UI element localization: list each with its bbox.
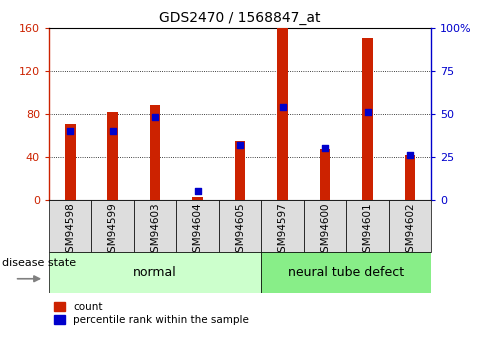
Point xyxy=(321,146,329,151)
Text: GSM94601: GSM94601 xyxy=(363,203,372,259)
Text: GSM94598: GSM94598 xyxy=(65,203,75,259)
Point xyxy=(364,109,371,115)
FancyBboxPatch shape xyxy=(49,252,261,293)
Bar xyxy=(107,112,118,200)
Text: GSM94597: GSM94597 xyxy=(277,203,288,259)
Text: GSM94600: GSM94600 xyxy=(320,203,330,259)
FancyBboxPatch shape xyxy=(49,200,92,252)
Bar xyxy=(319,149,330,200)
Bar xyxy=(362,38,373,200)
FancyBboxPatch shape xyxy=(261,200,304,252)
Bar xyxy=(150,105,161,200)
Point xyxy=(406,152,414,158)
FancyBboxPatch shape xyxy=(176,200,219,252)
FancyBboxPatch shape xyxy=(134,200,176,252)
Point xyxy=(279,104,287,110)
Text: GSM94599: GSM94599 xyxy=(108,203,118,259)
Text: GSM94605: GSM94605 xyxy=(235,203,245,259)
Text: disease state: disease state xyxy=(2,258,76,268)
FancyBboxPatch shape xyxy=(219,200,261,252)
FancyBboxPatch shape xyxy=(389,200,431,252)
Text: GSM94604: GSM94604 xyxy=(193,203,203,259)
Bar xyxy=(277,28,288,200)
Point xyxy=(151,115,159,120)
Point xyxy=(109,128,117,134)
FancyBboxPatch shape xyxy=(346,200,389,252)
FancyBboxPatch shape xyxy=(261,252,431,293)
Bar xyxy=(405,155,415,200)
Text: GSM94602: GSM94602 xyxy=(405,203,415,259)
Title: GDS2470 / 1568847_at: GDS2470 / 1568847_at xyxy=(159,11,321,25)
FancyBboxPatch shape xyxy=(304,200,346,252)
Bar xyxy=(235,141,245,200)
Text: normal: normal xyxy=(133,266,177,279)
Point xyxy=(236,142,244,148)
Bar xyxy=(192,197,203,200)
Text: neural tube defect: neural tube defect xyxy=(288,266,404,279)
Text: GSM94603: GSM94603 xyxy=(150,203,160,259)
Legend: count, percentile rank within the sample: count, percentile rank within the sample xyxy=(54,302,249,325)
Bar xyxy=(65,124,75,200)
Point xyxy=(194,189,201,194)
FancyBboxPatch shape xyxy=(92,200,134,252)
Point xyxy=(66,128,74,134)
